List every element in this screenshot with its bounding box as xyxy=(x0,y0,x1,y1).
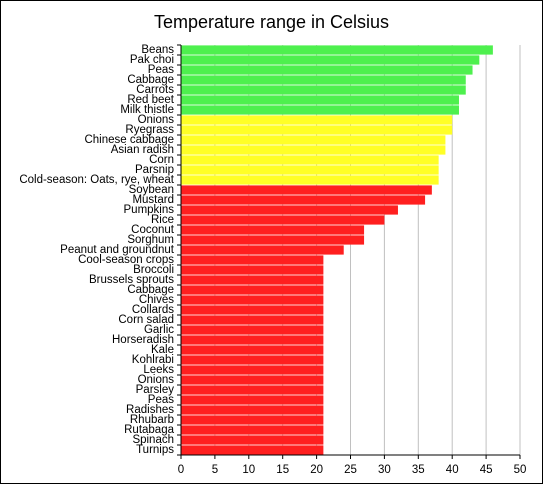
bar-16 xyxy=(181,205,398,215)
category-label-7: Onions xyxy=(138,114,175,126)
bar-15 xyxy=(181,195,426,205)
bar-38 xyxy=(181,425,324,435)
x-tick-label-9: 45 xyxy=(480,464,493,476)
category-label-32: Leeks xyxy=(143,364,174,376)
category-label-17: Rice xyxy=(151,214,174,226)
bar-0 xyxy=(181,45,493,55)
category-label-6: Milk thistle xyxy=(120,104,174,116)
bar-40 xyxy=(181,445,324,455)
category-label-12: Parsnip xyxy=(135,164,174,176)
category-label-4: Carrots xyxy=(136,84,174,96)
bars xyxy=(181,45,493,455)
category-label-23: Brussels sprouts xyxy=(89,274,174,286)
axes xyxy=(177,44,521,459)
bar-28 xyxy=(181,325,324,335)
category-label-29: Horseradish xyxy=(112,334,174,346)
bar-25 xyxy=(181,295,324,305)
bar-37 xyxy=(181,415,324,425)
bar-32 xyxy=(181,365,324,375)
bar-11 xyxy=(181,155,439,165)
x-tick-label-7: 35 xyxy=(412,464,425,476)
category-label-37: Rhubarb xyxy=(130,414,174,426)
category-label-39: Spinach xyxy=(132,434,174,446)
x-tick-label-2: 10 xyxy=(242,464,255,476)
bar-29 xyxy=(181,335,324,345)
category-label-3: Cabbage xyxy=(127,74,174,86)
x-tick-label-6: 30 xyxy=(378,464,391,476)
x-tick-label-1: 5 xyxy=(212,464,218,476)
category-label-11: Corn xyxy=(149,154,174,166)
bar-30 xyxy=(181,345,324,355)
x-tick-label-3: 15 xyxy=(276,464,289,476)
bar-12 xyxy=(181,165,439,175)
category-label-25: Chives xyxy=(139,294,174,306)
bar-13 xyxy=(181,175,439,185)
bar-33 xyxy=(181,375,324,385)
x-tick-label-5: 25 xyxy=(344,464,357,476)
bar-1 xyxy=(181,55,480,65)
bar-17 xyxy=(181,215,385,225)
bar-31 xyxy=(181,355,324,365)
bar-6 xyxy=(181,105,459,115)
bar-22 xyxy=(181,265,324,275)
x-tick-label-4: 20 xyxy=(310,464,323,476)
category-label-1: Pak choi xyxy=(130,54,174,66)
bar-10 xyxy=(181,145,446,155)
chart-title: Temperature range in Celsius xyxy=(153,12,390,32)
bar-35 xyxy=(181,395,324,405)
category-label-9: Chinese cabbage xyxy=(84,134,174,146)
category-label-30: Kale xyxy=(151,344,174,356)
bar-21 xyxy=(181,255,324,265)
bar-5 xyxy=(181,95,459,105)
x-tick-labels: 0 5 10 15 20 25 30 35 40 45 50 xyxy=(178,464,527,476)
category-label-16: Pumpkins xyxy=(124,204,175,216)
category-label-21: Cool-season crops xyxy=(78,254,174,266)
x-tick-label-10: 50 xyxy=(514,464,527,476)
bar-39 xyxy=(181,435,324,445)
category-label-27: Corn salad xyxy=(118,314,174,326)
category-label-2: Peas xyxy=(148,64,174,76)
bar-14 xyxy=(181,185,432,195)
category-label-26: Collards xyxy=(132,304,174,316)
bar-8 xyxy=(181,125,453,135)
bar-19 xyxy=(181,235,365,245)
x-tick-label-8: 40 xyxy=(446,464,459,476)
bar-34 xyxy=(181,385,324,395)
category-label-15: Mustard xyxy=(132,194,174,206)
bar-4 xyxy=(181,85,466,95)
category-label-0: Beans xyxy=(141,44,174,56)
category-label-33: Onions xyxy=(138,374,175,386)
category-label-28: Garlic xyxy=(144,324,174,336)
bar-7 xyxy=(181,115,453,125)
bar-23 xyxy=(181,275,324,285)
bar-2 xyxy=(181,65,473,75)
category-label-24: Cabbage xyxy=(127,284,174,296)
category-label-19: Sorghum xyxy=(127,234,174,246)
bar-9 xyxy=(181,135,446,145)
bar-20 xyxy=(181,245,344,255)
bar-24 xyxy=(181,285,324,295)
category-label-31: Kohlrabi xyxy=(132,354,174,366)
bar-36 xyxy=(181,405,324,415)
x-tick-label-0: 0 xyxy=(178,464,184,476)
category-label-35: Peas xyxy=(148,394,174,406)
bar-27 xyxy=(181,315,324,325)
category-label-8: Ryegrass xyxy=(125,124,174,136)
bar-3 xyxy=(181,75,466,85)
category-label-14: Soybean xyxy=(129,184,174,196)
category-label-5: Red beet xyxy=(127,94,174,106)
category-label-22: Broccoli xyxy=(133,264,174,276)
bar-18 xyxy=(181,225,365,235)
category-label-40: Turnips xyxy=(136,444,174,456)
category-label-13: Cold-season: Oats, rye, wheat xyxy=(19,174,174,186)
category-label-38: Rutabaga xyxy=(124,424,174,436)
category-label-36: Radishes xyxy=(126,404,174,416)
bar-26 xyxy=(181,305,324,315)
category-label-18: Coconut xyxy=(131,224,175,236)
category-label-10: Asian radish xyxy=(111,144,174,156)
category-label-34: Parsley xyxy=(136,384,175,396)
category-label-20: Peanut and groundnut xyxy=(60,244,175,256)
